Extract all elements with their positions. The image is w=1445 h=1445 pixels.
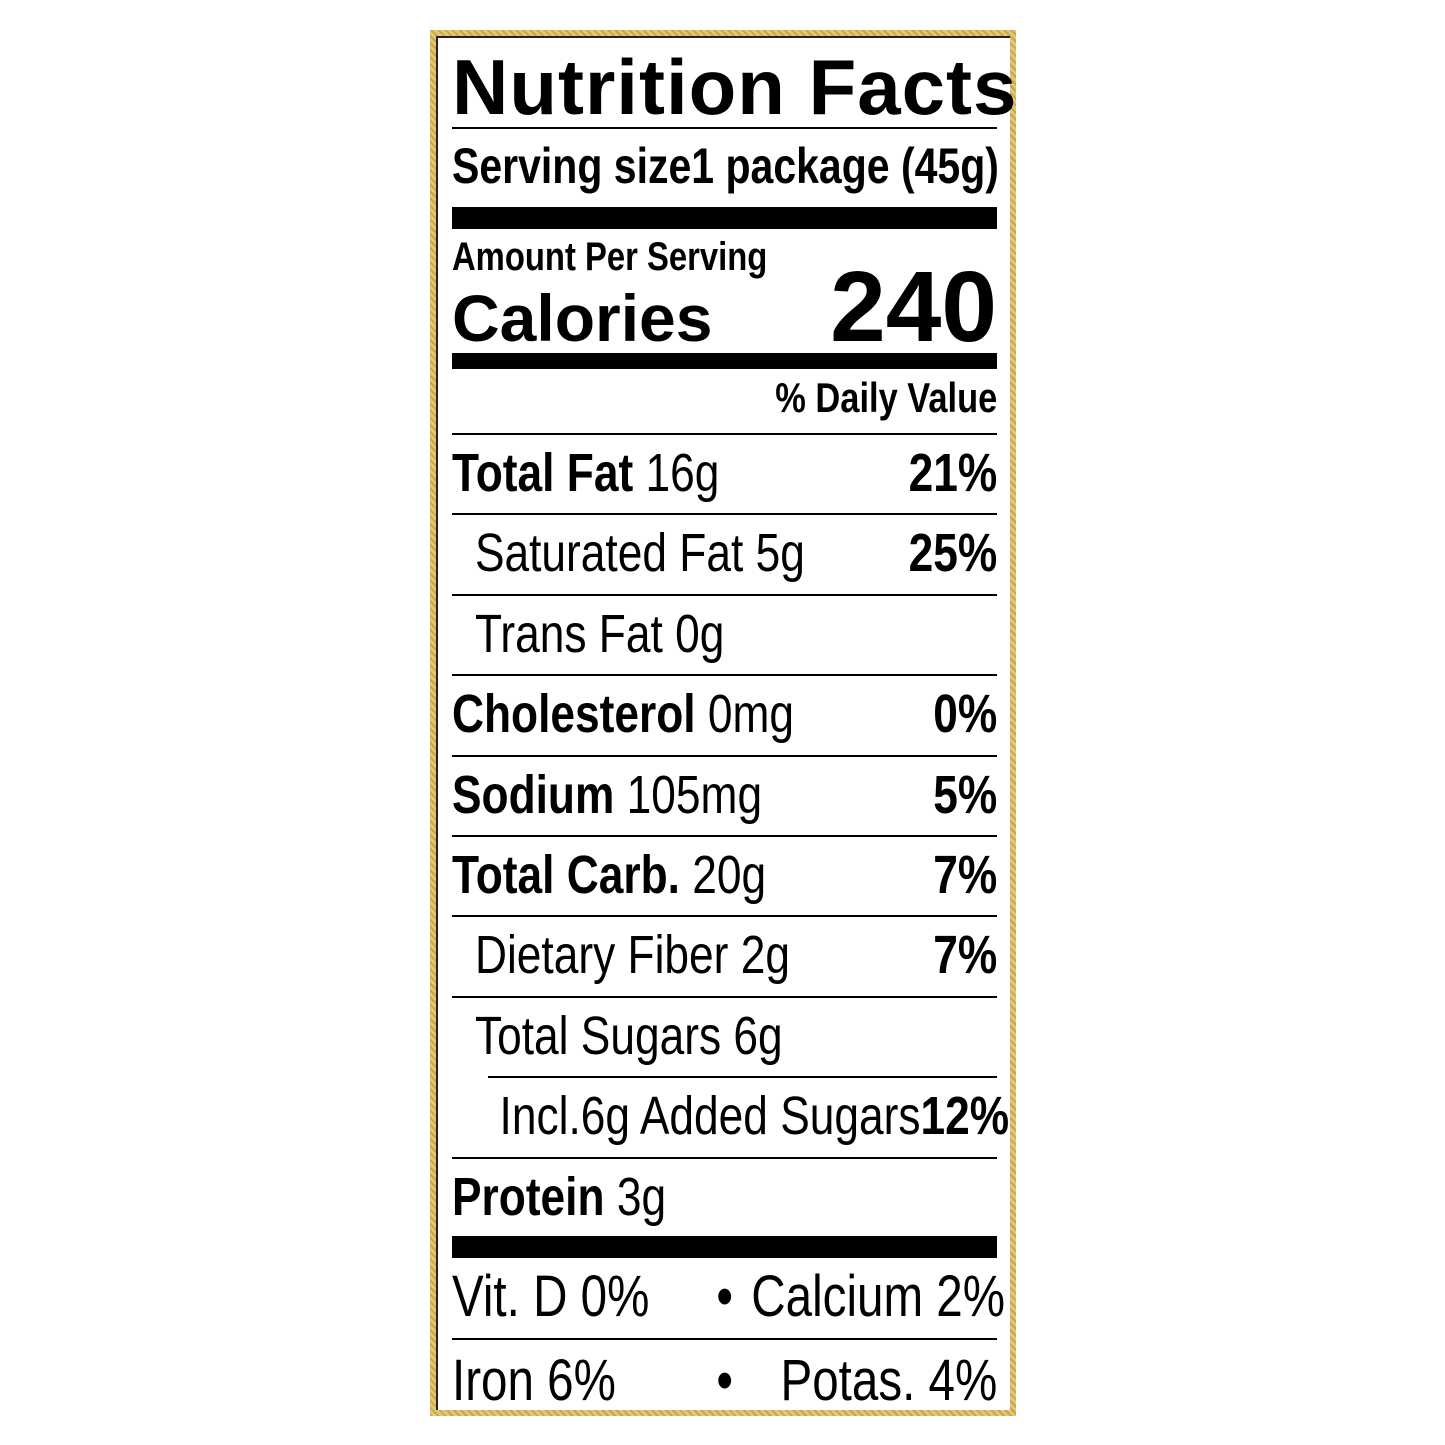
nutrient-amount: 105mg <box>626 764 763 825</box>
daily-value-header: % Daily Value <box>452 372 997 424</box>
divider <box>452 513 997 516</box>
nutrient-name: Dietary Fiber <box>474 925 729 986</box>
nutrient-label: Sodium 105mg <box>452 755 762 835</box>
divider <box>452 1338 997 1340</box>
nutrient-daily-value: 12% <box>920 1086 1010 1147</box>
nutrient-name: Incl. <box>499 1086 581 1147</box>
thick-divider <box>452 353 997 369</box>
nutrient-name: Total Fat <box>452 443 634 503</box>
thick-divider <box>452 1236 997 1258</box>
nutrient-name: Sodium <box>452 764 615 825</box>
iron: Iron 6% <box>452 1348 616 1413</box>
label-border <box>430 30 1016 1416</box>
divider <box>452 754 997 757</box>
calories-label: Calories <box>452 281 713 355</box>
divider <box>452 1156 997 1159</box>
divider <box>452 674 997 677</box>
nutrient-amount: 0mg <box>707 684 795 745</box>
serving-size-label: Serving size <box>452 138 692 194</box>
nutrient-amount: 6g Added Sugars <box>580 1086 921 1147</box>
serving-size-row: Serving size 1 package (45g) <box>452 136 999 196</box>
divider <box>488 1076 997 1079</box>
nutrient-amount: 0g <box>675 603 725 664</box>
vitamin-row: Iron 6% • Potas. 4% <box>452 1346 997 1416</box>
nutrient-row: Cholesterol 0mg 0% <box>452 674 997 754</box>
nutrient-label: Cholesterol 0mg <box>452 674 794 754</box>
nutrient-daily-value: 7% <box>933 845 998 905</box>
nutrient-name: Total Carb. <box>452 845 680 905</box>
nutrient-label: Total Sugars 6g <box>475 996 783 1076</box>
calories-value: 240 <box>830 251 997 363</box>
divider <box>452 995 997 998</box>
potassium: Potas. 4% <box>780 1348 998 1413</box>
serving-size-value: 1 package (45g) <box>691 138 999 194</box>
calcium: Calcium 2% <box>751 1264 1006 1329</box>
nutrient-daily-value: 21% <box>908 443 998 503</box>
nutrient-label: Protein 3g <box>452 1157 666 1237</box>
divider <box>452 127 997 129</box>
nutrient-row: Total Sugars 6g <box>452 996 997 1076</box>
nutrient-label: Total Fat 16g <box>452 433 719 513</box>
label-panel <box>436 36 1010 1410</box>
divider <box>452 835 997 837</box>
nutrient-row: Sodium 105mg 5% <box>452 755 997 835</box>
nutrient-daily-value: 5% <box>933 764 998 825</box>
bullet: • <box>716 1348 733 1413</box>
nutrient-amount: 6g <box>733 1005 783 1066</box>
vitamin-row: Vit. D 0% • Calcium 2% <box>452 1262 1006 1332</box>
nutrient-row: Total Fat 16g 21% <box>452 433 997 513</box>
nutrient-daily-value: 25% <box>908 523 998 584</box>
nutrient-amount: 3g <box>616 1166 667 1227</box>
nutrient-name: Trans Fat <box>474 603 663 664</box>
label-title: Nutrition Facts <box>452 43 1018 131</box>
nutrient-label: Dietary Fiber 2g <box>475 915 790 995</box>
nutrient-amount: 16g <box>645 443 720 503</box>
daily-value-header-text: % Daily Value <box>775 374 998 421</box>
bullet: • <box>716 1264 733 1329</box>
nutrient-label: Incl.6g Added Sugars <box>500 1076 921 1156</box>
nutrient-row: Total Carb. 20g 7% <box>452 835 997 915</box>
nutrient-row: Protein 3g <box>452 1157 997 1237</box>
nutrient-row: Trans Fat 0g <box>452 594 997 674</box>
nutrient-name: Cholesterol <box>452 684 696 745</box>
nutrient-daily-value: 7% <box>933 925 998 986</box>
divider <box>452 915 997 918</box>
nutrient-label: Saturated Fat 5g <box>475 513 805 593</box>
calories-row: Calories 240 <box>452 251 997 363</box>
divider <box>452 433 997 435</box>
vitamin-d: Vit. D 0% <box>452 1264 650 1329</box>
nutrient-label: Trans Fat 0g <box>475 594 724 674</box>
nutrient-name: Protein <box>452 1166 605 1227</box>
divider <box>452 593 997 596</box>
nutrient-row: Incl.6g Added Sugars 12% <box>452 1076 1010 1156</box>
nutrient-name: Saturated Fat <box>474 523 744 584</box>
nutrient-label: Total Carb. 20g <box>452 835 766 915</box>
nutrient-daily-value: 0% <box>933 684 998 745</box>
thick-divider <box>452 207 997 229</box>
amount-per-serving: Amount Per Serving <box>452 234 997 280</box>
nutrient-row: Dietary Fiber 2g 7% <box>452 915 997 995</box>
nutrient-amount: 20g <box>692 845 767 905</box>
nutrient-row: Saturated Fat 5g 25% <box>452 513 997 593</box>
amount-per-serving-text: Amount Per Serving <box>452 235 768 279</box>
nutrient-name: Total Sugars <box>474 1005 722 1066</box>
nutrient-amount: 2g <box>740 925 790 986</box>
nutrient-amount: 5g <box>755 523 805 584</box>
